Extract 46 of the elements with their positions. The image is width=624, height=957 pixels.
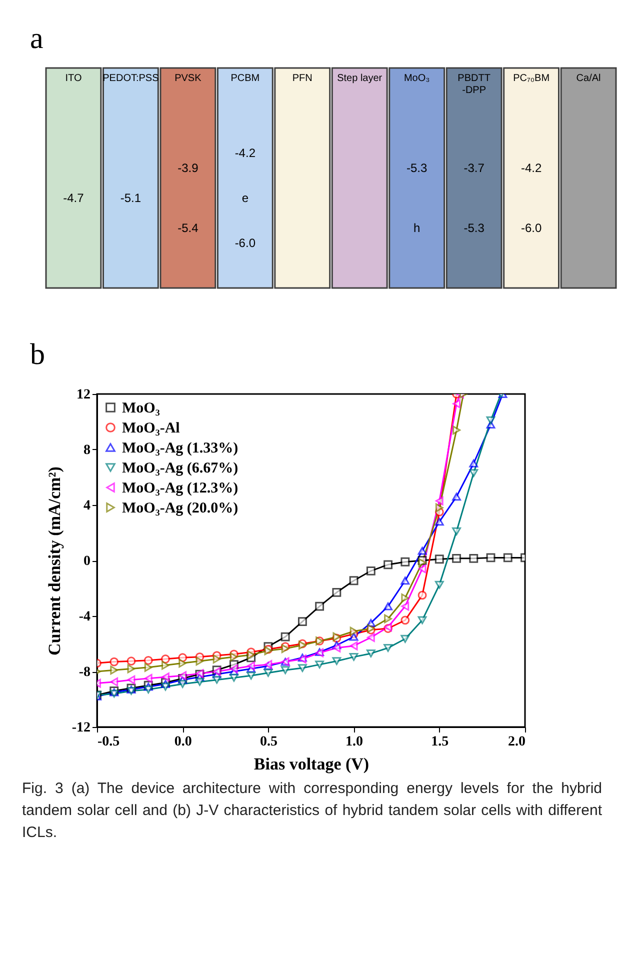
x-tick-label: 1.0 bbox=[346, 734, 364, 750]
category-label: PVSK bbox=[174, 73, 202, 84]
category-label: PC₇₀BM bbox=[513, 73, 550, 84]
y-tick-label: 8 bbox=[84, 443, 90, 458]
legend-label: MoO₃-Ag (20.0%) bbox=[122, 500, 238, 516]
text: -3.9 bbox=[178, 161, 198, 175]
category-label: PFN bbox=[292, 73, 312, 84]
category-label: Step layer bbox=[337, 73, 383, 84]
legend-label: MoO₃-Ag (1.33%) bbox=[122, 440, 238, 456]
x-tick-label: 1.5 bbox=[431, 734, 449, 750]
legend-label: MoO₃-Ag (6.67%) bbox=[122, 460, 238, 476]
y-tick-label: -4 bbox=[78, 610, 90, 624]
category-label: PCBM bbox=[230, 73, 260, 84]
text: -6.0 bbox=[520, 221, 542, 235]
legend-label: MoO₃-Al bbox=[122, 420, 180, 436]
x-tick-label: 0.0 bbox=[174, 734, 192, 750]
legend-label: MoO₃ bbox=[122, 400, 160, 416]
text: -5.4 bbox=[178, 221, 198, 235]
text: -5.1 bbox=[120, 191, 142, 205]
x-tick-label: -0.5 bbox=[98, 734, 120, 750]
y-tick-label: 4 bbox=[84, 498, 90, 514]
chart-title: b bbox=[30, 338, 45, 372]
y-tick-label: 0 bbox=[84, 554, 90, 569]
y-tick-label: -12 bbox=[72, 720, 90, 736]
text: a bbox=[30, 22, 44, 56]
y-tick-label: -8 bbox=[78, 665, 90, 680]
text: e bbox=[242, 191, 248, 205]
text: -4.2 bbox=[234, 146, 256, 160]
text: -4.7 bbox=[63, 191, 84, 205]
category-label: MoO₃ bbox=[404, 73, 430, 84]
category-label: ITO bbox=[65, 73, 82, 84]
x-tick-label: 0.5 bbox=[260, 734, 278, 750]
category-label: Ca/Al bbox=[576, 73, 601, 84]
legend-label: MoO₃-Ag (12.3%) bbox=[122, 480, 238, 496]
y-axis-title: Current density (mA/cm²) bbox=[44, 466, 64, 656]
text: h bbox=[414, 221, 420, 235]
text: -4.2 bbox=[520, 161, 542, 175]
x-axis-title: Bias voltage (V) bbox=[254, 754, 370, 774]
text: -5.3 bbox=[464, 221, 484, 235]
category-label: PBDTT -DPP bbox=[458, 73, 490, 96]
caption: Fig. 3 (a) The device architecture with corresponding energy levels for the hybrid tandem solar cell and (b) J-V characteristics of hybrid tandem solar cells with different ICLs. bbox=[22, 779, 602, 843]
text: -6.0 bbox=[234, 236, 256, 250]
text: -5.3 bbox=[406, 161, 428, 175]
y-tick-label: 12 bbox=[76, 388, 90, 402]
text: -3.7 bbox=[464, 161, 484, 175]
x-tick-label: 2.0 bbox=[508, 734, 526, 750]
